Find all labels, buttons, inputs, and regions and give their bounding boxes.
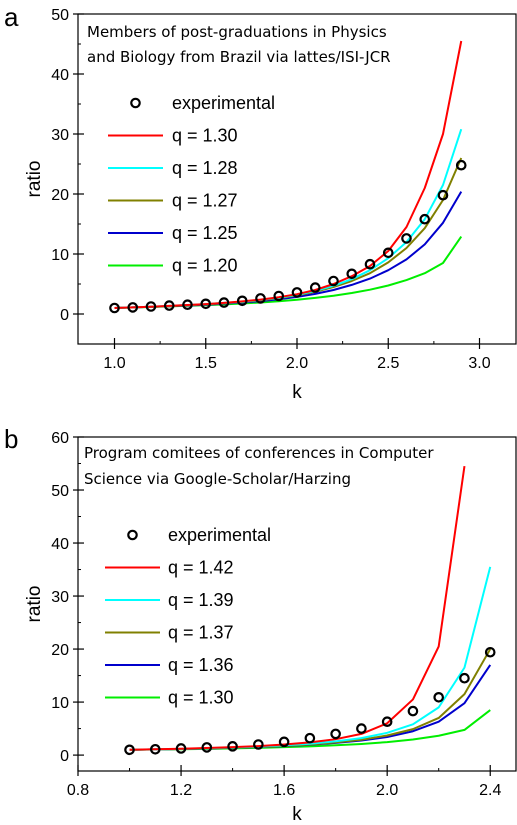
- x-axis-label: k: [292, 382, 302, 403]
- plot-frame: [77, 436, 517, 772]
- experimental-point: [127, 302, 139, 313]
- y-axis-label: ratio: [24, 586, 45, 623]
- panel-b: b 0 10 20 30 40 50 60 0.8 1.2 1.6 2.0 2.4 k ratio Progr…: [4, 424, 517, 825]
- y-tick-label: 10: [51, 247, 69, 264]
- x-tick-label: 3.0: [468, 355, 490, 372]
- experimental-point: [109, 302, 120, 314]
- legend-label: q = 1.42: [168, 558, 234, 578]
- y-tick-label: 20: [51, 642, 69, 659]
- panel-a: a 0 10 20 30 40 50 1.0 1.5 2.0 2.5 3.0 k ratio Members…: [4, 2, 517, 403]
- y-tick-label: 20: [51, 187, 69, 204]
- chart-title-line: Program comitees of conferences in Compu…: [84, 444, 434, 462]
- y-tick-label: 50: [51, 483, 69, 500]
- x-tick-label: 0.8: [67, 782, 89, 799]
- experimental-point: [227, 741, 238, 752]
- x-tick-label: 1.2: [170, 782, 192, 799]
- x-tick-label: 2.4: [479, 782, 501, 799]
- experimental-point: [278, 736, 290, 748]
- experimental-point: [330, 728, 341, 740]
- y-tick-label: 40: [51, 536, 69, 553]
- experimental-point: [401, 233, 412, 244]
- panel-letter: b: [4, 424, 18, 454]
- experimental-point: [309, 282, 321, 293]
- experimental-point: [218, 297, 230, 308]
- experimental-point: [364, 258, 376, 270]
- legend-label-experimental: experimental: [168, 525, 271, 545]
- legend-label: q = 1.25: [172, 223, 238, 243]
- experimental-point: [407, 705, 419, 717]
- y-axis-label: ratio: [24, 161, 45, 198]
- experimental-point: [255, 293, 266, 304]
- experimental-point: [291, 287, 303, 298]
- y-tick-label: 30: [51, 589, 69, 606]
- experimental-point: [304, 732, 316, 744]
- experimental-point: [455, 159, 467, 171]
- chart-title-line: Science via Google-Scholar/Harzing: [84, 470, 351, 488]
- experimental-point: [124, 744, 135, 756]
- chart-title-line: and Biology from Brazil via lattes/ISI-J…: [87, 48, 391, 66]
- legend-label: q = 1.20: [172, 256, 238, 276]
- y-tick-label: 40: [51, 67, 69, 84]
- experimental-point: [484, 646, 496, 658]
- x-tick-label: 1.0: [103, 355, 125, 372]
- y-tick-label: 60: [51, 430, 69, 447]
- y-tick-label: 0: [60, 307, 69, 324]
- x-tick-label: 1.5: [195, 355, 217, 372]
- legend-label: q = 1.30: [168, 688, 234, 708]
- experimental-point: [182, 299, 193, 310]
- legend-marker-experimental: [130, 97, 141, 109]
- legend-marker-experimental: [127, 529, 138, 541]
- legend-label: q = 1.39: [168, 590, 234, 610]
- x-axis-label: k: [292, 804, 302, 825]
- experimental-point: [149, 743, 161, 755]
- experimental-point: [419, 213, 431, 225]
- experimental-point: [201, 742, 213, 753]
- experimental-point: [236, 295, 248, 307]
- legend-label: q = 1.27: [172, 191, 238, 211]
- experimental-point: [145, 301, 157, 312]
- x-tick-label: 2.0: [376, 782, 398, 799]
- experimental-point: [382, 247, 394, 259]
- x-tick-label: 2.5: [377, 355, 399, 372]
- experimental-point: [437, 189, 449, 201]
- y-tick-label: 30: [51, 127, 69, 144]
- series-line-128: [114, 128, 463, 309]
- panel-letter: a: [4, 2, 19, 32]
- experimental-point: [163, 300, 175, 311]
- legend-label: q = 1.28: [172, 158, 238, 178]
- experimental-point: [253, 739, 264, 750]
- x-tick-label: 2.0: [286, 355, 308, 372]
- y-tick-label: 10: [51, 695, 69, 712]
- series-line-130: [114, 40, 463, 309]
- series-line-125: [114, 191, 463, 309]
- experimental-point: [346, 268, 358, 280]
- experimental-point: [200, 298, 212, 310]
- x-tick-label: 1.6: [273, 782, 295, 799]
- experimental-point: [459, 672, 470, 684]
- legend-label-experimental: experimental: [172, 93, 275, 113]
- series-line-127: [114, 157, 463, 309]
- plot-area: [124, 466, 496, 756]
- plot-area: [109, 40, 467, 314]
- legend-label: q = 1.36: [168, 655, 234, 675]
- legend-label: q = 1.37: [168, 623, 234, 643]
- y-tick-label: 0: [60, 748, 69, 765]
- experimental-point: [175, 743, 187, 754]
- experimental-point: [356, 723, 367, 734]
- chart-title-line: Members of post-graduations in Physics: [87, 23, 387, 41]
- y-tick-label: 50: [51, 7, 69, 24]
- experimental-point: [433, 692, 445, 703]
- experimental-point: [381, 716, 393, 727]
- experimental-point: [328, 275, 339, 287]
- experimental-point: [273, 290, 285, 302]
- legend-label: q = 1.30: [172, 126, 238, 146]
